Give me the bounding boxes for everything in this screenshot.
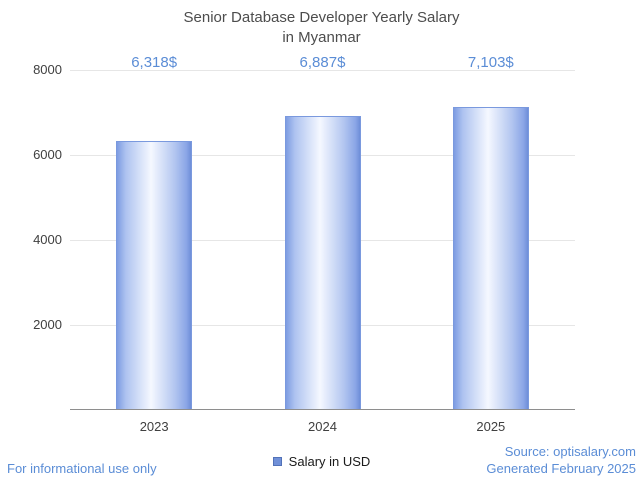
bar-2023 <box>116 140 193 409</box>
value-label: 7,103$ <box>467 54 514 71</box>
bar-2025 <box>452 107 529 409</box>
chart-title: Senior Database Developer Yearly Salary … <box>0 8 643 47</box>
value-label: 6,887$ <box>299 54 346 71</box>
chart-title-line-1: Senior Database Developer Yearly Salary <box>183 9 460 26</box>
xtick-label: 2023 <box>139 419 169 434</box>
source-line: Source: optisalary.com <box>504 444 636 459</box>
legend-label: Salary in USD <box>288 454 371 469</box>
source-info: Source: optisalary.com Generated Februar… <box>486 444 636 478</box>
bar-2024 <box>284 116 361 409</box>
disclaimer-text: For informational use only <box>7 461 157 476</box>
value-label: 6,318$ <box>131 54 178 71</box>
ytick-label: 2000 <box>33 317 62 332</box>
generated-line: Generated February 2025 <box>486 460 636 476</box>
ytick-label: 6000 <box>33 147 62 162</box>
xtick-label: 2025 <box>476 419 506 434</box>
legend: Salary in USD <box>0 454 643 469</box>
xtick-label: 2024 <box>308 419 337 434</box>
chart-title-line-2: in Myanmar <box>282 28 361 46</box>
ytick-label: 8000 <box>33 62 62 77</box>
legend-swatch-icon <box>272 457 282 466</box>
gridline <box>70 70 575 71</box>
ytick-label: 4000 <box>33 232 62 247</box>
plot-area <box>70 70 575 410</box>
